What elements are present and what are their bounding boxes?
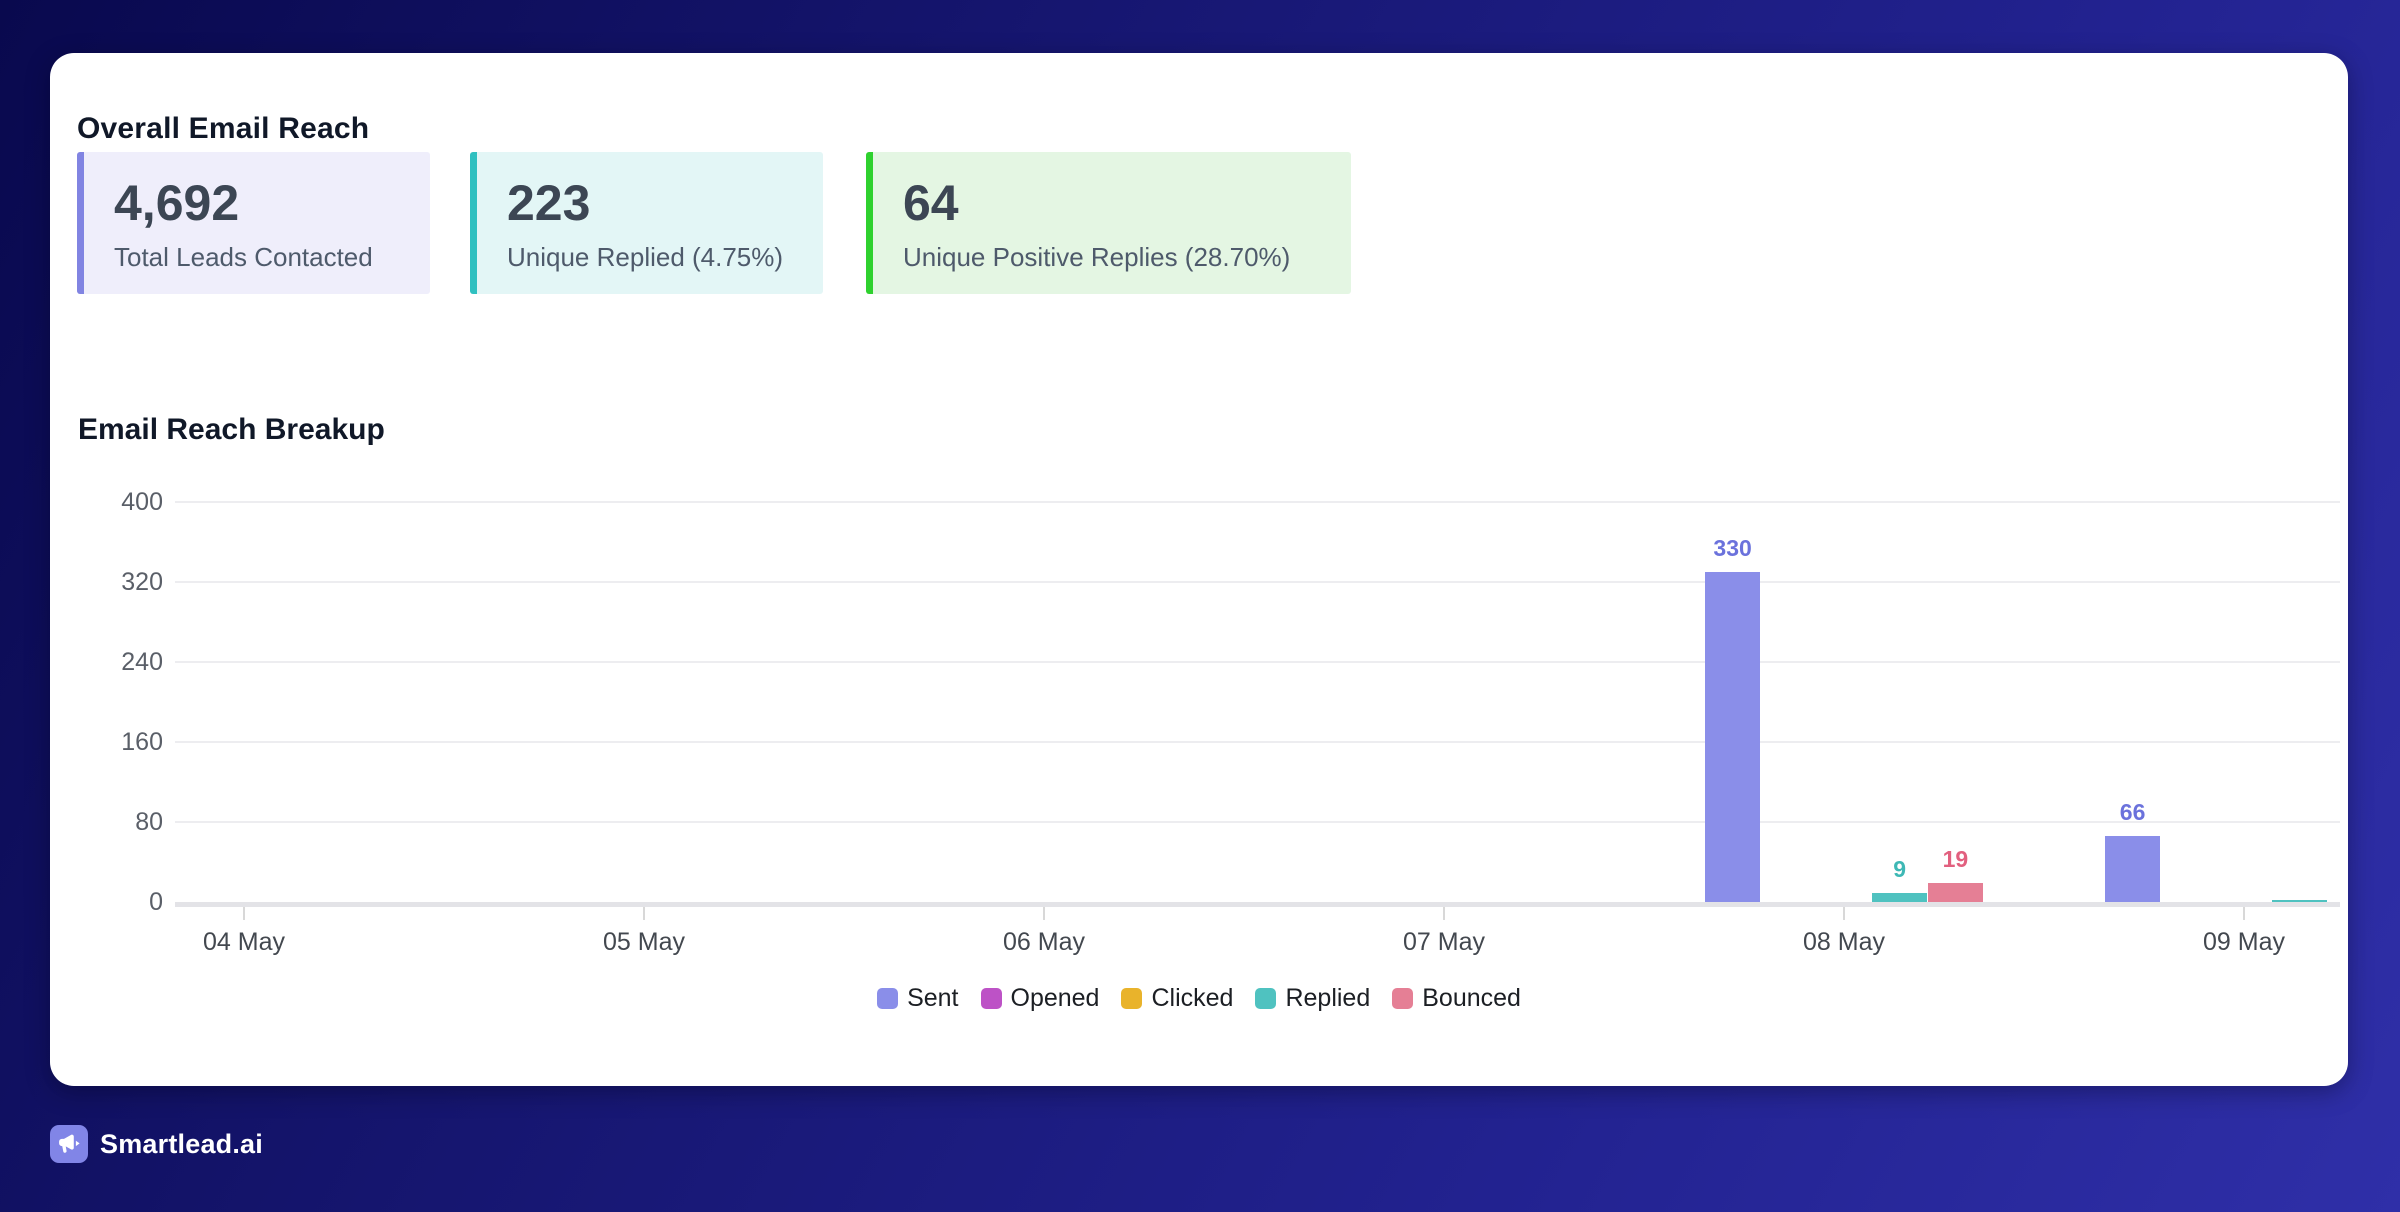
gridline (175, 741, 2340, 743)
x-axis-label: 08 May (1803, 928, 1885, 956)
legend-swatch (877, 987, 899, 1009)
stat-label: Unique Replied (4.75%) (507, 242, 784, 272)
legend-item-clicked[interactable]: Clicked (1121, 984, 1233, 1013)
x-axis-label: 09 May (2203, 928, 2285, 956)
gridline (175, 501, 2340, 503)
legend-swatch (1255, 987, 1277, 1009)
x-axis-tick (1843, 907, 1845, 920)
brand-name: Smartlead.ai (100, 1128, 263, 1159)
legend-swatch (1392, 987, 1414, 1009)
stats-row: 4,692 Total Leads Contacted 223 Unique Repl… (77, 152, 1351, 294)
legend-label: Clicked (1151, 983, 1234, 1012)
legend-item-replied[interactable]: Replied (1255, 984, 1370, 1013)
bar-value-label: 9 (1893, 856, 1907, 882)
stat-card: 223 Unique Replied (4.75%) (470, 152, 823, 294)
x-axis-label: 04 May (203, 928, 285, 956)
legend-swatch (1121, 987, 1143, 1009)
x-axis-tick (1043, 907, 1045, 920)
stat-label: Total Leads Contacted (114, 242, 373, 272)
y-axis-label: 240 (121, 648, 163, 676)
legend-swatch (980, 987, 1002, 1009)
gridline (175, 821, 2340, 823)
gridline (175, 581, 2340, 583)
legend-item-bounced[interactable]: Bounced (1392, 984, 1521, 1013)
page-title: Overall Email Reach (77, 112, 370, 145)
footer-brand: Smartlead.ai (50, 1125, 263, 1163)
bar-sent[interactable] (1705, 572, 1761, 902)
x-axis-label: 07 May (1403, 928, 1485, 956)
legend-item-opened[interactable]: Opened (980, 983, 1100, 1013)
bar-replied[interactable] (1872, 893, 1928, 902)
bar-replied[interactable] (2272, 900, 2328, 902)
y-axis-label: 160 (121, 728, 163, 756)
x-axis-tick (2243, 907, 2245, 920)
x-axis-tick (243, 907, 245, 920)
chart-legend: Sent Opened Clicked Replied Bounced (50, 983, 2348, 1013)
y-axis-label: 0 (149, 888, 163, 916)
legend-label: Bounced (1422, 983, 1521, 1012)
stat-card: 64 Unique Positive Replies (28.70%) (866, 152, 1351, 294)
y-axis-label: 320 (121, 568, 163, 596)
dashboard-card: Overall Email Reach 4,692 Total Leads Con… (50, 53, 2348, 1086)
stat-value: 4,692 (114, 175, 240, 231)
smartlead-logo-icon (50, 1125, 88, 1163)
x-axis-line (175, 902, 2340, 907)
x-axis-tick (643, 907, 645, 920)
gridline (175, 661, 2340, 663)
stat-value: 223 (507, 175, 591, 231)
legend-item-sent[interactable]: Sent (877, 983, 959, 1013)
x-axis-label: 06 May (1003, 928, 1085, 956)
bar-value-label: 19 (1942, 846, 1969, 872)
stat-card: 4,692 Total Leads Contacted (77, 152, 430, 294)
legend-label: Replied (1285, 983, 1371, 1012)
section-title: Email Reach Breakup (78, 413, 385, 446)
x-axis-label: 05 May (603, 928, 685, 956)
legend-label: Sent (907, 983, 959, 1012)
y-axis-label: 80 (135, 808, 163, 836)
y-axis-label: 400 (121, 488, 163, 516)
stat-value: 64 (903, 175, 959, 231)
x-axis-tick (1443, 907, 1445, 920)
stat-label: Unique Positive Replies (28.70%) (903, 242, 1291, 272)
bar-sent[interactable] (2105, 836, 2161, 902)
bar-value-label: 66 (2119, 799, 2146, 825)
legend-label: Opened (1010, 983, 1100, 1012)
bar-value-label: 330 (1713, 535, 1752, 561)
bar-bounced[interactable] (1927, 883, 1983, 902)
email-reach-bar-chart: 0 80 160 240 320 400 04 May 05 May 06 May 07 May 0… (50, 53, 2348, 1086)
